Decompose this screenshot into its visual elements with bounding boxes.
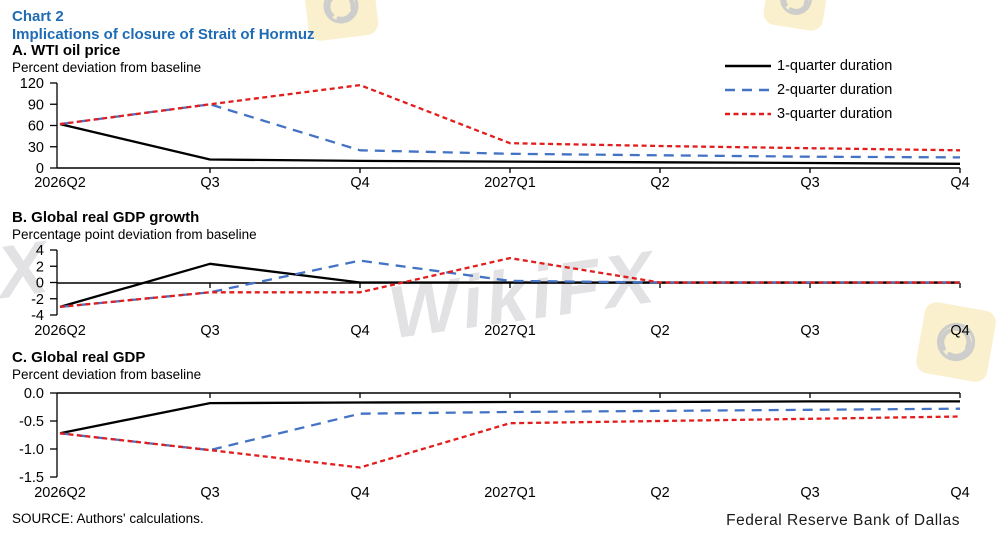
y-tick-label: -1.0 (19, 442, 44, 458)
x-tick-label: Q4 (950, 323, 969, 339)
page-title: Implications of closure of Strait of Hor… (12, 26, 315, 43)
legend-line-sample (725, 88, 771, 92)
panel-a-axis-note: Percent deviation from baseline (12, 60, 202, 75)
y-tick-label: 0 (36, 276, 44, 292)
publisher-name: Federal Reserve Bank of Dallas (726, 512, 960, 529)
x-tick-label: Q3 (800, 323, 819, 339)
panel-b-title: B. Global real GDP growth (12, 209, 200, 226)
y-tick-label: 90 (28, 97, 44, 113)
series-line-1-quarter-duration (59, 400, 960, 435)
y-tick-label: -1.5 (19, 470, 44, 486)
watermark-logo (914, 300, 996, 384)
panel-b-axis-note: Percentage point deviation from baseline (12, 227, 257, 242)
legend-line-sample (725, 112, 771, 116)
x-tick-label: 2026Q2 (34, 175, 86, 191)
legend-label: 1-quarter duration (777, 58, 893, 74)
y-tick-label: -4 (31, 308, 44, 324)
legend-label: 2-quarter duration (777, 82, 893, 98)
y-tick-label: -2 (31, 292, 44, 308)
y-tick-label: -0.5 (19, 414, 44, 430)
x-tick-label: Q4 (950, 175, 969, 191)
series-line-3-quarter-duration (59, 83, 961, 152)
y-tick-label: 120 (20, 76, 44, 92)
y-tick-label: 60 (28, 119, 44, 135)
watermark-logo (302, 0, 380, 43)
panel-c-title: C. Global real GDP (12, 349, 146, 366)
y-tick-label: 30 (28, 140, 44, 156)
legend-item-1-quarter: 1-quarter duration (724, 54, 892, 78)
series-line-1-quarter-duration (59, 122, 961, 165)
y-tick-label: 4 (36, 243, 44, 259)
panel-a-title: A. WTI oil price (12, 42, 121, 59)
x-tick-label: Q3 (200, 175, 219, 191)
legend-item-3-quarter: 3-quarter duration (724, 102, 892, 126)
x-tick-label: Q4 (350, 485, 369, 501)
x-tick-label: 2027Q1 (484, 323, 536, 339)
x-tick-label: Q3 (800, 485, 819, 501)
x-tick-label: Q2 (650, 175, 669, 191)
x-tick-label: Q3 (200, 485, 219, 501)
legend-label: 3-quarter duration (777, 106, 893, 122)
legend-line-sample (725, 64, 771, 68)
x-tick-label: Q2 (650, 323, 669, 339)
x-tick-label: Q2 (650, 485, 669, 501)
x-tick-label: 2026Q2 (34, 485, 86, 501)
series-line-3-quarter-duration (59, 415, 961, 469)
x-tick-label: 2026Q2 (34, 323, 86, 339)
x-tick-label: Q4 (350, 323, 369, 339)
panel-c-axis-note: Percent deviation from baseline (12, 367, 202, 382)
y-tick-label: 2 (36, 259, 44, 275)
legend-item-2-quarter: 2-quarter duration (724, 78, 892, 102)
chart-number: Chart 2 (12, 8, 64, 25)
series-line-2-quarter-duration (59, 407, 961, 452)
legend: 1-quarter duration 2-quarter duration 3-… (724, 54, 892, 126)
source-note: SOURCE: Authors' calculations. (12, 511, 204, 526)
x-tick-label: Q3 (800, 175, 819, 191)
x-tick-label: Q4 (950, 485, 969, 501)
series-line-3-quarter-duration (59, 256, 960, 309)
x-tick-label: Q3 (200, 323, 219, 339)
x-tick-label: Q4 (350, 175, 369, 191)
y-tick-label: 0 (36, 161, 44, 177)
y-tick-label: 0.0 (24, 386, 44, 402)
x-tick-label: 2027Q1 (484, 485, 536, 501)
x-tick-label: 2027Q1 (484, 175, 536, 191)
watermark-logo (761, 0, 831, 33)
